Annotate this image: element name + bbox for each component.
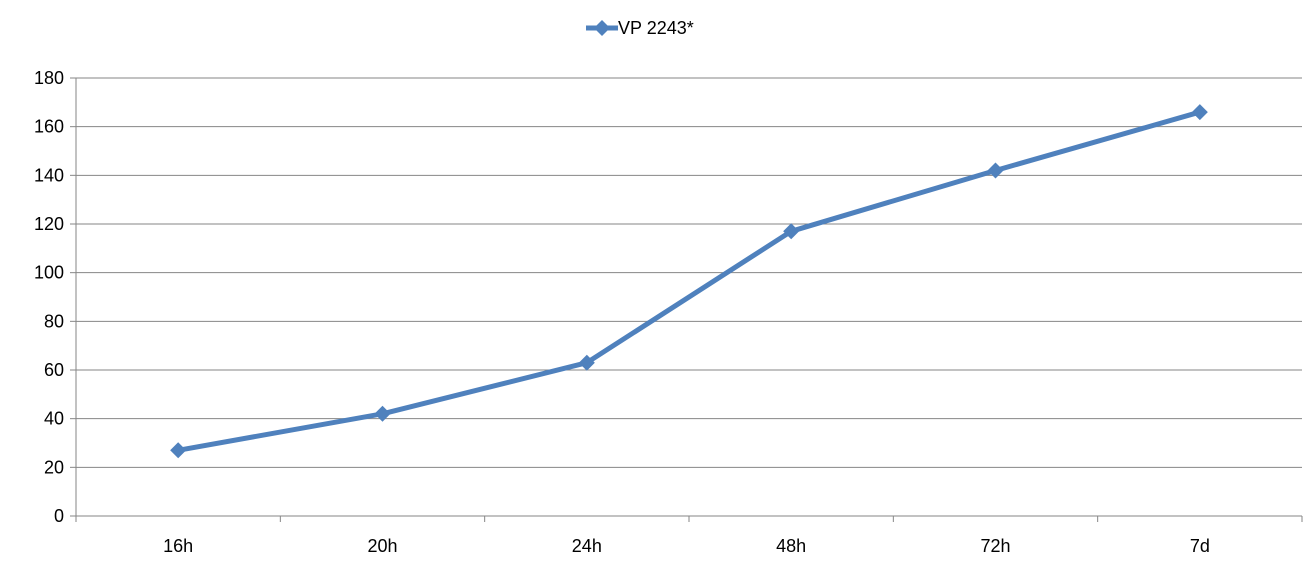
- x-tick-label: 48h: [776, 536, 806, 556]
- y-tick-label: 100: [34, 263, 64, 283]
- x-axis: 16h 20h 24h 48h 72h 7d: [76, 516, 1302, 556]
- y-tick-label: 80: [44, 311, 64, 331]
- series-line: [178, 112, 1200, 450]
- y-axis: 0 20 40 60 80 100 120 140 160 180: [34, 68, 76, 526]
- data-point-marker: [375, 406, 391, 422]
- series-group: [170, 104, 1208, 458]
- legend-label: VP 2243*: [618, 18, 694, 38]
- y-tick-label: 40: [44, 409, 64, 429]
- x-tick-label: 16h: [163, 536, 193, 556]
- y-tick-label: 160: [34, 117, 64, 137]
- y-tick-label: 180: [34, 68, 64, 88]
- legend-marker: [594, 20, 610, 36]
- x-tick-label: 7d: [1190, 536, 1210, 556]
- legend: VP 2243*: [586, 18, 694, 38]
- y-tick-label: 60: [44, 360, 64, 380]
- data-point-marker: [1192, 104, 1208, 120]
- x-tick-label: 20h: [367, 536, 397, 556]
- data-point-marker: [170, 442, 186, 458]
- y-tick-label: 20: [44, 457, 64, 477]
- x-tick-label: 24h: [572, 536, 602, 556]
- data-point-marker: [988, 162, 1004, 178]
- y-tick-label: 140: [34, 165, 64, 185]
- y-tick-label: 120: [34, 214, 64, 234]
- x-tick-label: 72h: [980, 536, 1010, 556]
- y-tick-label: 0: [54, 506, 64, 526]
